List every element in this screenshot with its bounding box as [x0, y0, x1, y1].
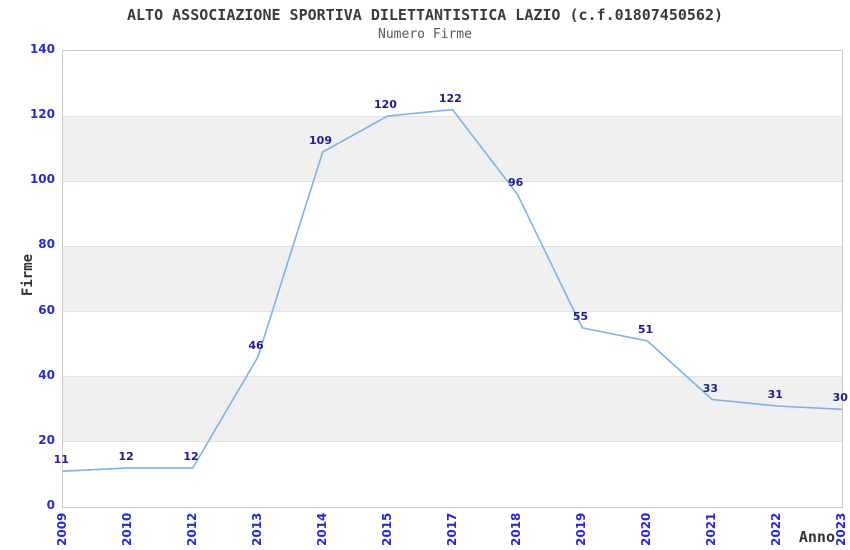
x-tick-label: 2015 [379, 512, 394, 546]
y-tick-label: 80 [38, 237, 55, 252]
y-tick-label: 120 [29, 107, 55, 122]
x-tick-label: 2017 [444, 512, 459, 546]
plot-area [62, 50, 843, 508]
series-line [63, 108, 842, 473]
shaded-band [63, 376, 842, 442]
x-axis-title: Anno [798, 528, 835, 546]
y-axis-title: Firme [20, 253, 36, 297]
y-tick-label: 60 [38, 302, 55, 317]
x-tick-label: 2019 [574, 512, 589, 546]
shaded-band [63, 246, 842, 312]
x-tick-label: 2009 [55, 512, 69, 546]
gridline [63, 180, 842, 182]
x-tick-label: 2014 [314, 512, 329, 546]
shaded-band [63, 116, 842, 182]
gridline [63, 245, 842, 247]
y-tick-label: 40 [38, 367, 55, 382]
x-tick-label: 2022 [769, 512, 784, 546]
gridline [63, 441, 842, 443]
x-tick-label: 2018 [509, 512, 524, 546]
x-tick-label: 2021 [704, 512, 719, 546]
x-tick-label: 2013 [249, 512, 264, 546]
chart-title: ALTO ASSOCIAZIONE SPORTIVA DILETTANTISTI… [126, 6, 724, 24]
y-tick-label: 100 [29, 172, 55, 187]
gridline [63, 311, 842, 313]
y-tick-label: 140 [29, 42, 55, 56]
x-tick-label: 2012 [184, 512, 199, 546]
x-tick-label: 2020 [639, 512, 654, 546]
gridline [63, 376, 842, 378]
x-tick-label: 2010 [119, 512, 134, 546]
y-tick-label: 20 [38, 432, 55, 447]
x-tick-label: 2023 [834, 512, 848, 546]
y-tick-label: 0 [46, 498, 55, 512]
chart-subtitle: Numero Firme [378, 27, 472, 42]
series-svg [63, 108, 842, 473]
gridline [63, 115, 842, 117]
